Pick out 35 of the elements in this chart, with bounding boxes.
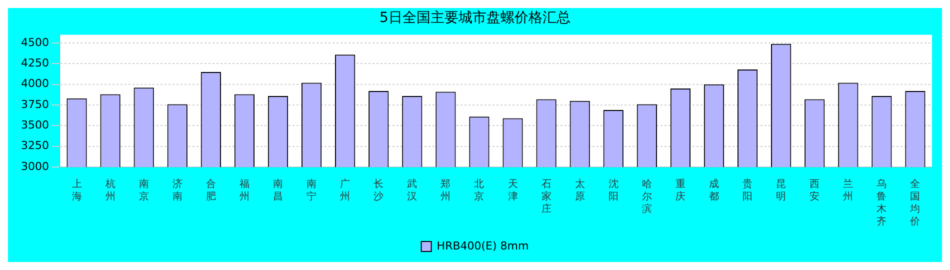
x-tick-label: 南昌 — [272, 178, 283, 202]
x-tick-label: 兰州 — [843, 178, 854, 202]
x-tick-label: 北京 — [474, 178, 484, 202]
x-tick-label: 沈阳 — [608, 178, 618, 202]
x-tick-label: 全国均价 — [909, 178, 920, 228]
x-tick-label: 杭州 — [104, 178, 116, 202]
x-tick-label: 郑州 — [440, 178, 451, 202]
y-tick-label: 4250 — [20, 56, 49, 70]
y-tick-label: 3250 — [20, 139, 49, 152]
y-tick-label: 3500 — [20, 118, 49, 132]
y-tick-label: 4000 — [20, 77, 49, 90]
chart-title: 5日全国主要城市盘螺价格汇总 — [380, 10, 570, 26]
x-tick-label: 南宁 — [306, 178, 317, 202]
legend-label: HRB400(E) 8mm — [436, 239, 529, 252]
x-tick-label: 乌鲁木齐 — [876, 178, 887, 228]
x-tick-label: 天津 — [508, 178, 518, 202]
x-tick-label: 南京 — [138, 178, 149, 202]
x-tick-label: 成都 — [709, 178, 719, 202]
x-tick-label: 上海 — [72, 178, 82, 202]
x-tick-label: 济南 — [172, 178, 182, 202]
x-tick-label: 哈尔滨 — [642, 178, 652, 215]
x-tick-label: 昆明 — [776, 178, 786, 202]
y-tick-label: 3750 — [20, 98, 49, 111]
x-tick-label: 西安 — [810, 178, 820, 202]
x-tick-label: 太原 — [574, 178, 585, 202]
y-tick-label: 4500 — [20, 36, 49, 49]
x-tick-label: 福州 — [239, 178, 250, 202]
x-tick-label: 合肥 — [206, 178, 216, 202]
x-tick-label: 重庆 — [675, 178, 686, 202]
y-tick-label: 3000 — [20, 160, 49, 173]
x-tick-label: 贵阳 — [742, 178, 753, 202]
x-tick-label: 石家庄 — [541, 178, 552, 215]
x-tick-label: 广州 — [340, 178, 350, 202]
x-tick-label: 武汉 — [407, 178, 418, 202]
x-tick-label: 长沙 — [374, 178, 384, 202]
